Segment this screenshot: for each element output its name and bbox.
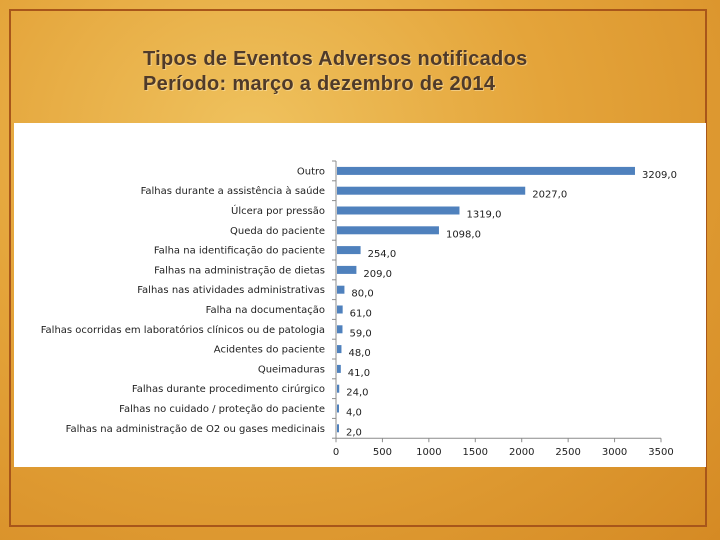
category-label: Úlcera por pressão <box>231 204 325 217</box>
category-label: Queda do paciente <box>230 226 325 237</box>
category-label: Falhas ocorridas em laboratórios clínico… <box>41 324 325 336</box>
category-label: Falhas na administração de dietas <box>154 265 325 276</box>
title-line-1: Tipos de Eventos Adversos notificados <box>143 48 528 70</box>
bar <box>337 305 343 314</box>
x-tick-label: 2500 <box>555 447 580 458</box>
category-label: Falhas nas atividades administrativas <box>137 285 325 296</box>
title-line-2: Período: março a dezembro de 2014 <box>143 73 496 95</box>
x-tick-label: 0 <box>333 447 339 458</box>
category-label: Outro <box>297 166 325 177</box>
bar <box>337 246 361 255</box>
category-label: Falhas durante a assistência à saúde <box>141 185 325 197</box>
value-label: 2,0 <box>346 427 362 438</box>
value-label: 254,0 <box>368 249 397 260</box>
category-label: Falhas no cuidado / proteção do paciente <box>119 404 325 415</box>
bar <box>337 404 339 413</box>
bar <box>337 285 345 294</box>
value-label: 209,0 <box>363 269 392 280</box>
value-label: 4,0 <box>346 408 362 419</box>
bar <box>337 166 635 175</box>
x-tick-label: 3000 <box>602 447 627 458</box>
value-label: 1319,0 <box>466 210 501 221</box>
category-label: Falhas durante procedimento cirúrgico <box>132 383 325 395</box>
bar-chart: 0 500 1000 1500 2000 2500 3000 3500 Outro 3209,0 F… <box>41 160 677 458</box>
bar <box>337 364 341 373</box>
bar <box>337 186 526 195</box>
bar <box>337 265 357 274</box>
category-label: Falhas na administração de O2 ou gases m… <box>66 424 325 435</box>
value-label: 41,0 <box>348 368 370 379</box>
value-label: 59,0 <box>349 328 371 339</box>
value-label: 24,0 <box>346 388 368 399</box>
slide-title: Tipos de Eventos Adversos notificados Pe… <box>143 47 528 97</box>
x-tick-label: 500 <box>373 447 392 458</box>
bar <box>337 384 340 393</box>
value-label: 61,0 <box>350 309 372 320</box>
value-label: 3209,0 <box>642 170 677 181</box>
bar <box>337 345 342 354</box>
bar <box>337 325 343 334</box>
bar <box>337 424 339 433</box>
bar <box>337 206 460 215</box>
category-label: Falha na documentação <box>206 305 325 316</box>
category-label: Falha na identificação do paciente <box>154 246 325 257</box>
x-tick-label: 3500 <box>648 447 673 458</box>
chart-panel: 0 500 1000 1500 2000 2500 3000 3500 Outro 3209,0 F… <box>14 123 706 467</box>
value-label: 1098,0 <box>446 229 481 240</box>
x-tick-label: 1000 <box>416 447 441 458</box>
category-label: Acidentes do paciente <box>214 345 325 356</box>
x-tick-label: 2000 <box>509 447 534 458</box>
value-label: 2027,0 <box>532 190 567 201</box>
value-label: 48,0 <box>348 348 370 359</box>
category-label: Queimaduras <box>258 364 325 375</box>
value-label: 80,0 <box>351 289 373 300</box>
bar <box>337 226 439 235</box>
slide-frame <box>9 9 707 527</box>
x-tick-label: 1500 <box>463 447 488 458</box>
